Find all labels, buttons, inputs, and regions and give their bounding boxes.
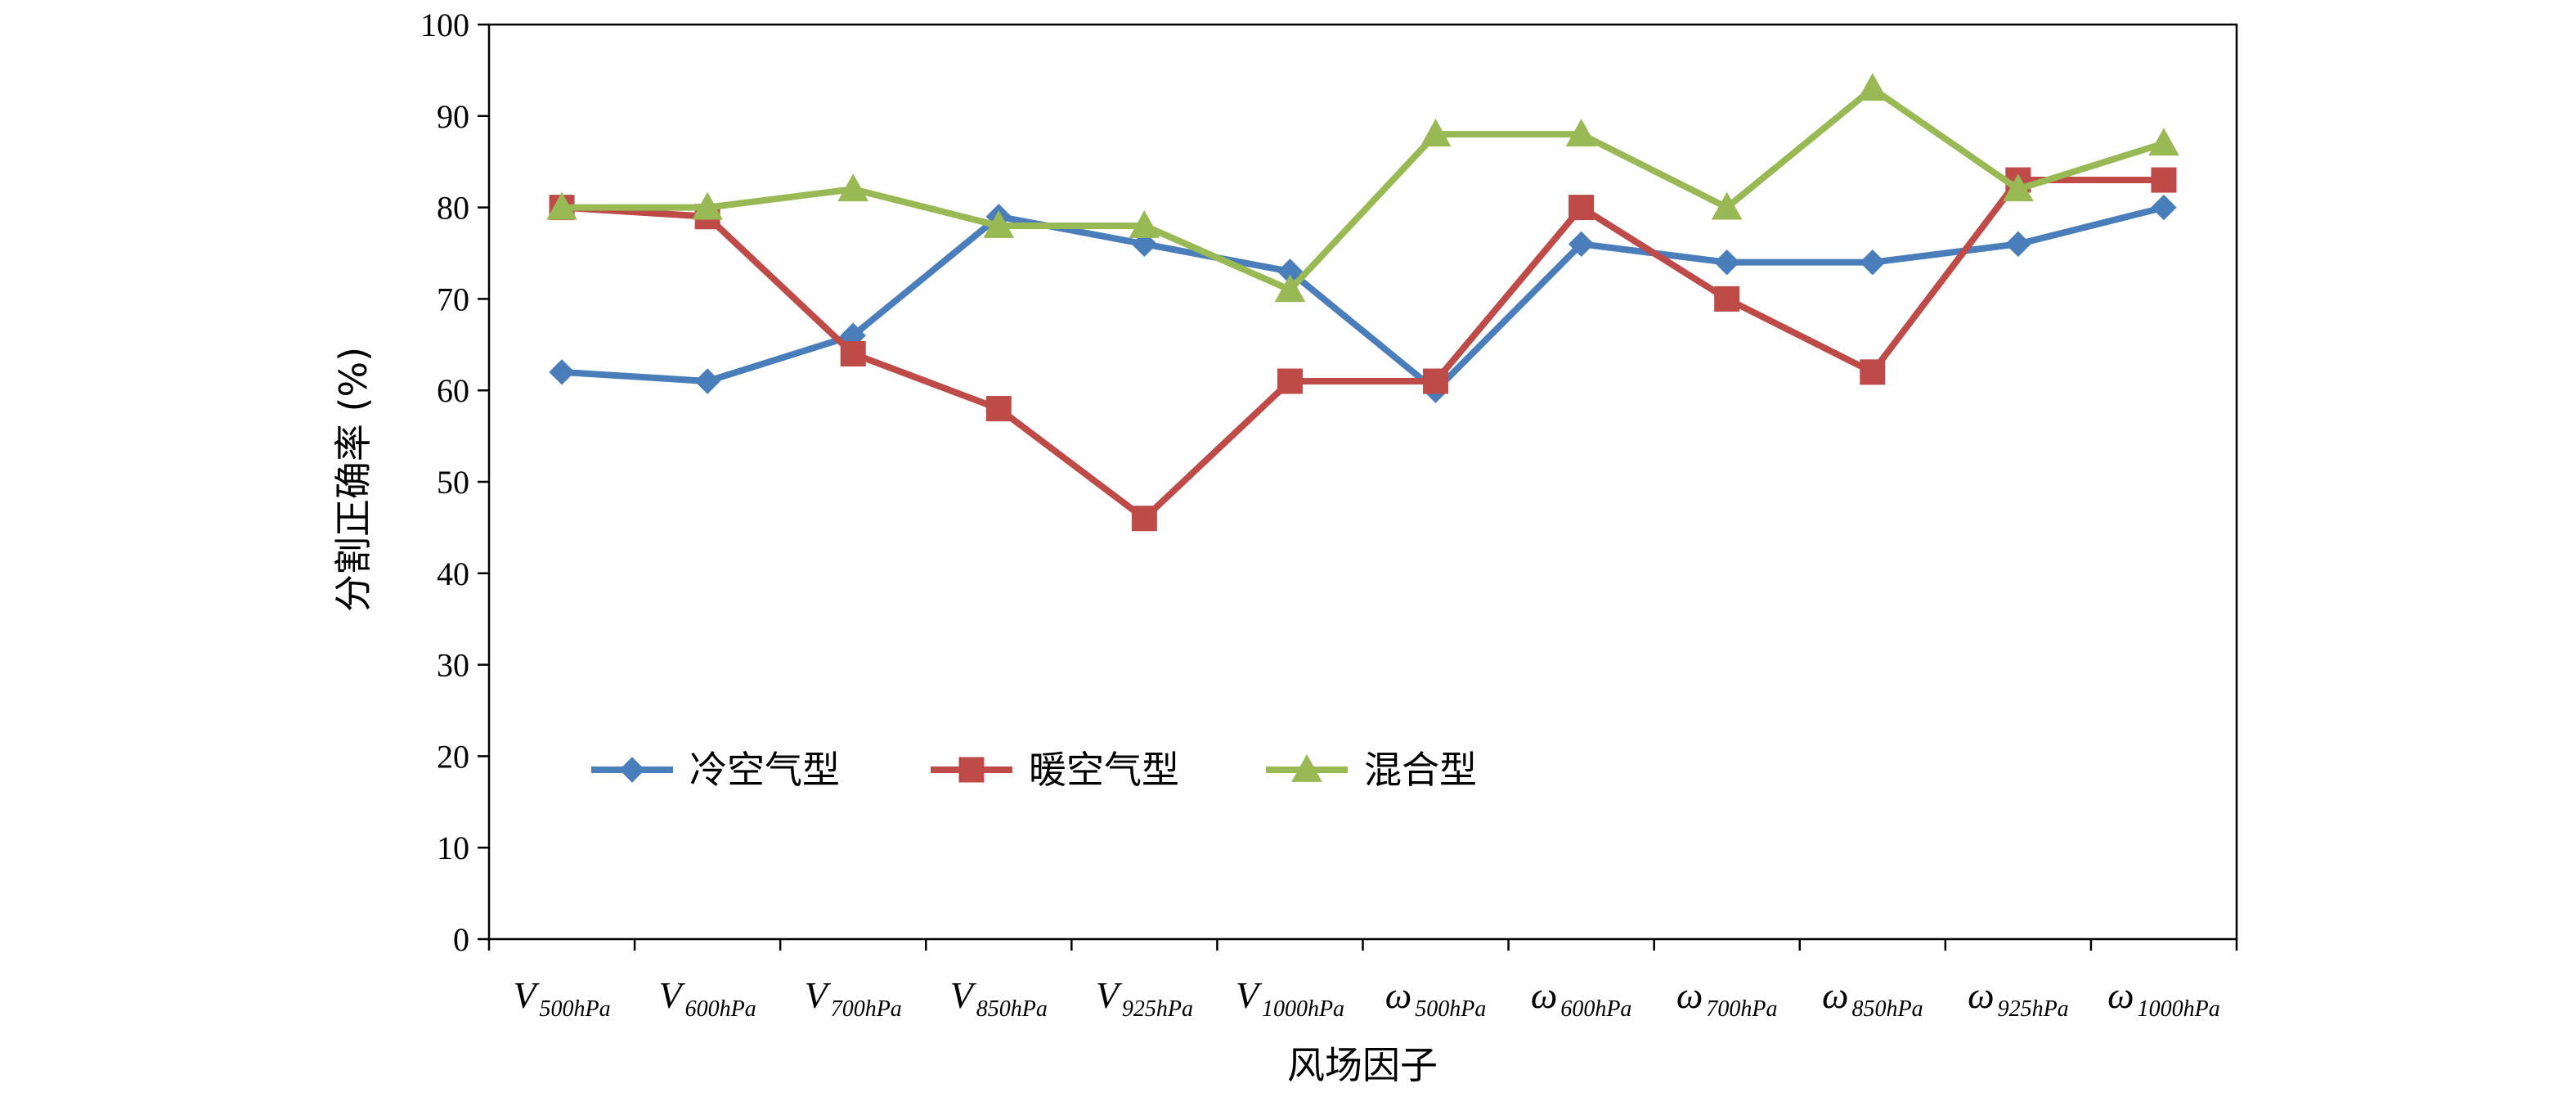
y-tick-label: 0: [453, 921, 469, 958]
x-tick-label-main: V: [805, 974, 832, 1016]
x-tick-label: V 600hPa: [659, 974, 756, 1022]
data-point: [692, 191, 723, 220]
x-tick-label-main: V: [1096, 974, 1123, 1016]
legend-label: 冷空气型: [689, 748, 840, 792]
x-tick-label: ω 500hPa: [1385, 974, 1487, 1022]
data-point: [1568, 231, 1595, 258]
y-tick-label: 30: [437, 647, 469, 684]
data-point: [1860, 249, 1886, 276]
y-tick-label: 40: [437, 555, 469, 592]
data-point: [837, 173, 869, 202]
y-tick-label: 80: [437, 190, 469, 227]
y-tick-label: 20: [437, 738, 469, 775]
data-point: [1860, 359, 1886, 385]
data-point: [2151, 167, 2177, 193]
x-tick-label: ω 925hPa: [1968, 974, 2069, 1022]
y-tick-label: 60: [437, 372, 469, 409]
x-tick-label: V 850hPa: [950, 974, 1048, 1022]
x-tick-label: ω 1000hPa: [2107, 974, 2220, 1022]
data-point: [1714, 249, 1740, 276]
legend-item: 冷空气型: [591, 748, 840, 792]
data-point: [546, 191, 577, 220]
x-tick-label: ω 850hPa: [1822, 974, 1923, 1022]
series-line: [561, 177, 2164, 522]
x-tick-label-sub: 500hPa: [540, 996, 611, 1022]
data-point: [549, 359, 575, 385]
data-point: [985, 396, 1012, 422]
data-point: [1420, 119, 1452, 147]
x-tick-label-main: ω: [2107, 974, 2134, 1016]
data-point: [1856, 73, 1888, 101]
data-point: [1277, 368, 1303, 394]
y-axis-title: 分割正确率 (%): [331, 347, 375, 612]
x-tick-label-sub: 700hPa: [831, 996, 902, 1022]
x-tick-label-sub: 850hPa: [1851, 996, 1923, 1022]
x-tick-label-sub: 500hPa: [1415, 996, 1486, 1022]
legend: 冷空气型 暖空气型 混合型: [591, 748, 1477, 792]
legend-label: 混合型: [1364, 748, 1477, 792]
x-tick-label-sub: 600hPa: [685, 996, 756, 1022]
x-tick-label-main: ω: [1676, 974, 1703, 1016]
x-tick-label-main: ω: [1531, 974, 1557, 1016]
x-tick-label-sub: 1000hPa: [2138, 996, 2220, 1022]
x-tick-label: ω 600hPa: [1531, 974, 1632, 1022]
x-tick-label-sub: 700hPa: [1706, 996, 1777, 1022]
y-tick-label: 70: [437, 281, 469, 317]
data-point: [2005, 231, 2031, 258]
data-point: [983, 209, 1015, 238]
data-point: [694, 368, 720, 394]
x-tick-label: ω 700hPa: [1676, 974, 1778, 1022]
legend-item: 暖空气型: [931, 748, 1179, 792]
x-tick-label-main: V: [659, 974, 686, 1016]
x-tick-label-sub: 925hPa: [1998, 996, 2069, 1022]
series-line: [561, 204, 2165, 394]
x-tick-label-main: ω: [1385, 974, 1411, 1016]
data-point: [2151, 194, 2177, 221]
x-tick-label-sub: 600hPa: [1560, 996, 1631, 1022]
legend-swatch-marker: [619, 757, 645, 783]
x-tick-label-main: V: [513, 974, 540, 1016]
data-point: [2148, 128, 2179, 156]
x-axis-ticks: V 500hPa V 600hPa V 700hPa V 850hPa V 925hPa V 1000…: [487, 939, 2238, 1022]
x-tick-label-main: V: [1236, 974, 1263, 1016]
data-point: [840, 340, 866, 366]
x-tick-label: V 1000hPa: [1236, 974, 1344, 1022]
y-axis-ticks: 0 10 20 30 40 50 60 70 80 90 100: [420, 7, 489, 958]
x-tick-label-sub: 1000hPa: [1262, 996, 1344, 1022]
data-point: [1129, 209, 1160, 238]
data-point: [2003, 173, 2034, 202]
series-2: [549, 167, 2177, 532]
data-point: [1274, 274, 1306, 303]
x-tick-label-sub: 925hPa: [1122, 996, 1193, 1022]
y-tick-label: 10: [437, 829, 469, 866]
series-3: [546, 73, 2179, 303]
x-tick-label-main: ω: [1968, 974, 1994, 1016]
x-tick-label: V 500hPa: [513, 974, 610, 1022]
x-tick-label-sub: 850hPa: [976, 996, 1048, 1022]
legend-swatch-marker: [958, 757, 985, 783]
y-tick-label: 100: [420, 7, 469, 43]
data-point: [1714, 285, 1740, 312]
x-axis-title: 风场因子: [1287, 1043, 1438, 1087]
x-tick-label-main: V: [950, 974, 977, 1016]
data-point: [1131, 506, 1157, 532]
data-point: [1423, 368, 1449, 394]
x-tick-label-main: ω: [1822, 974, 1848, 1016]
legend-item: 混合型: [1266, 748, 1477, 792]
x-tick-label: V 700hPa: [805, 974, 902, 1022]
data-point: [1565, 119, 1597, 147]
legend-swatch-marker: [1291, 753, 1322, 782]
series-line: [562, 85, 2165, 294]
legend-label: 暖空气型: [1029, 748, 1179, 792]
series-layer: [546, 73, 2179, 532]
data-point: [1568, 195, 1595, 221]
y-tick-label: 50: [437, 464, 469, 501]
y-tick-label: 90: [437, 98, 469, 135]
data-point: [1711, 191, 1743, 220]
x-tick-label: V 925hPa: [1096, 974, 1193, 1022]
